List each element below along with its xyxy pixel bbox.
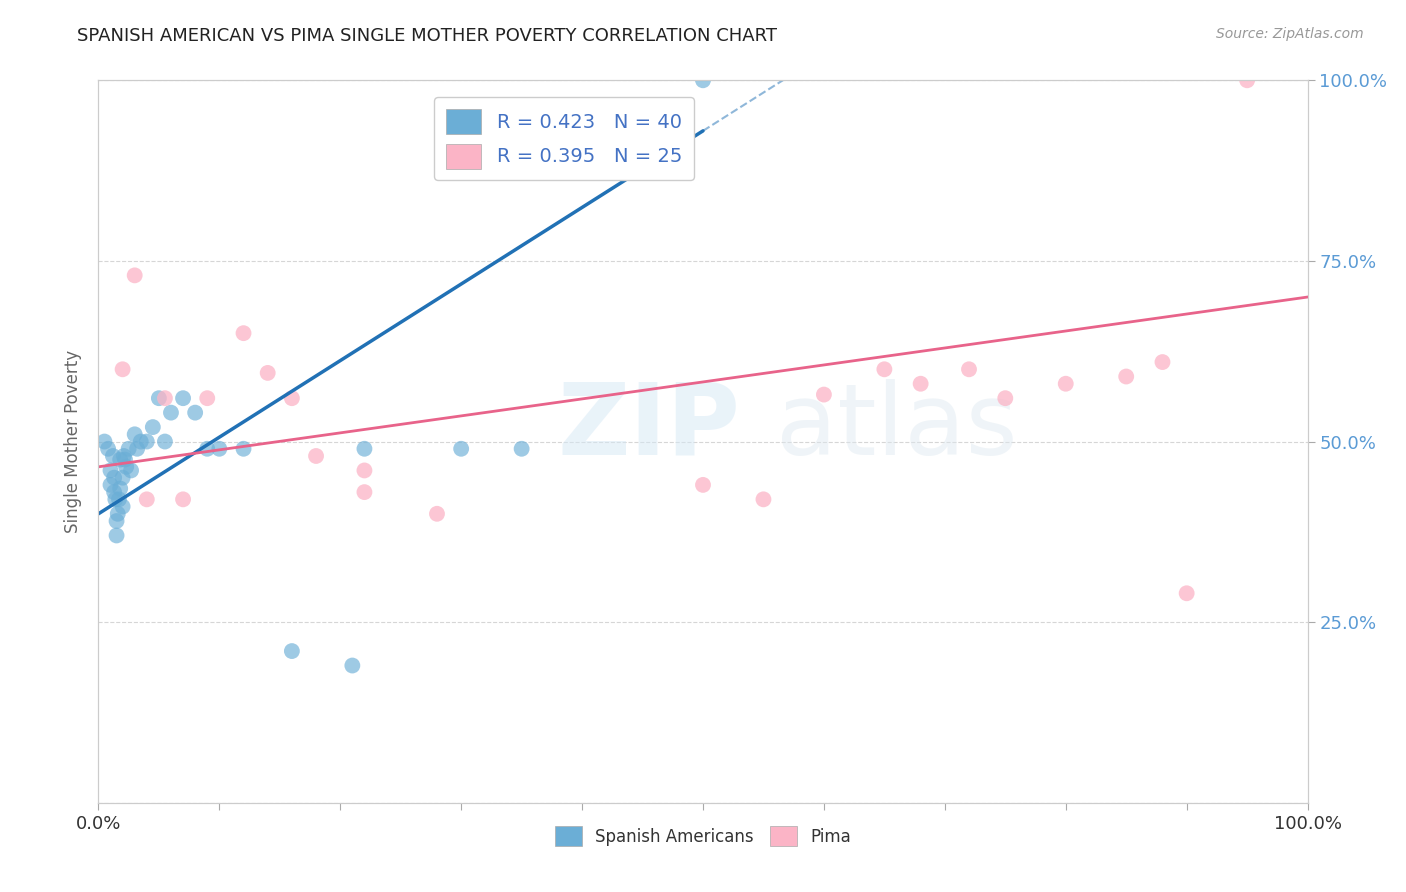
Point [129, 434, 152, 449]
Point [184, 406, 207, 420]
Point [112, 449, 135, 463]
Point [232, 442, 254, 456]
Point [148, 391, 170, 405]
Point [108, 452, 131, 467]
Point [103, 485, 125, 500]
Point [910, 376, 932, 391]
Point [114, 452, 136, 467]
Point [353, 485, 375, 500]
Legend: Spanish Americans, Pima: Spanish Americans, Pima [548, 820, 858, 852]
Point [232, 326, 254, 340]
Point [752, 492, 775, 507]
Point [111, 362, 134, 376]
Point [100, 463, 122, 477]
Point [172, 391, 194, 405]
Point [120, 463, 142, 477]
Text: Source: ZipAtlas.com: Source: ZipAtlas.com [1216, 27, 1364, 41]
Point [692, 73, 714, 87]
Point [994, 391, 1017, 405]
Point [153, 391, 176, 405]
Point [1152, 355, 1174, 369]
Point [108, 492, 131, 507]
Point [104, 492, 127, 507]
Point [195, 391, 218, 405]
Point [160, 406, 183, 420]
Point [97, 442, 120, 456]
Point [510, 442, 533, 456]
Point [692, 478, 714, 492]
Point [353, 442, 375, 456]
Point [873, 362, 896, 376]
Point [957, 362, 980, 376]
Point [105, 528, 128, 542]
Point [1236, 73, 1258, 87]
Point [1054, 376, 1077, 391]
Point [111, 470, 134, 484]
Point [127, 442, 149, 456]
Point [108, 482, 131, 496]
Point [153, 434, 176, 449]
Point [1115, 369, 1137, 384]
Y-axis label: Single Mother Poverty: Single Mother Poverty [65, 350, 83, 533]
Point [135, 492, 157, 507]
Point [124, 427, 146, 442]
Point [353, 463, 375, 477]
Point [195, 442, 218, 456]
Text: atlas: atlas [776, 378, 1017, 475]
Point [124, 268, 146, 283]
Point [93, 434, 115, 449]
Point [450, 442, 472, 456]
Point [256, 366, 278, 380]
Point [281, 391, 304, 405]
Point [142, 420, 165, 434]
Point [100, 478, 122, 492]
Point [281, 644, 304, 658]
Point [305, 449, 328, 463]
Point [101, 449, 124, 463]
Point [1175, 586, 1198, 600]
Point [342, 658, 364, 673]
Point [172, 492, 194, 507]
Point [118, 442, 141, 456]
Point [813, 387, 835, 401]
Point [115, 459, 138, 474]
Point [135, 434, 157, 449]
Point [208, 442, 231, 456]
Text: SPANISH AMERICAN VS PIMA SINGLE MOTHER POVERTY CORRELATION CHART: SPANISH AMERICAN VS PIMA SINGLE MOTHER P… [77, 27, 778, 45]
Point [111, 500, 134, 514]
Point [107, 507, 129, 521]
Text: ZIP: ZIP [558, 378, 741, 475]
Point [426, 507, 449, 521]
Point [103, 470, 125, 484]
Point [105, 514, 128, 528]
